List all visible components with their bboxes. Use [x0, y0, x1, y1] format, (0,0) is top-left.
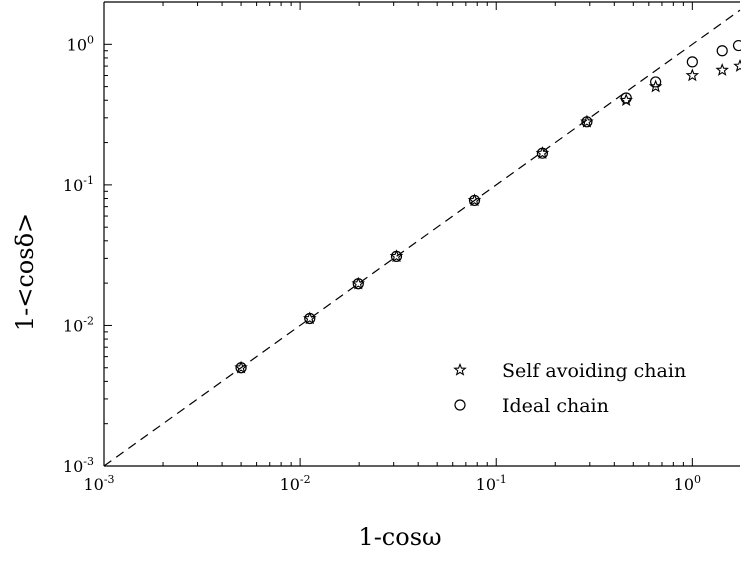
self-avoiding-point — [351, 276, 366, 290]
self-avoiding-point — [619, 93, 633, 107]
self-avoiding-point — [302, 311, 317, 325]
data-marks-layer — [234, 39, 741, 374]
self-avoiding-point — [733, 58, 741, 72]
tick-labels-layer: 10-3 10-2 10-1 100 10-3 10-2 10-1 100 — [63, 33, 701, 494]
self-avoiding-point — [389, 249, 404, 263]
x-tick-label: 10-1 — [476, 473, 507, 494]
self-avoiding-point — [234, 360, 248, 374]
x-tick-label: 100 — [674, 473, 701, 494]
y-tick-label: 10-2 — [63, 314, 94, 335]
ideal-chain-point — [716, 45, 728, 57]
y-tick-label: 100 — [67, 33, 94, 54]
self-avoiding-point — [648, 79, 663, 93]
legend-label: Self avoiding chain — [502, 360, 686, 382]
x-tick-label: 10-2 — [280, 473, 311, 494]
ideal-chain-point — [686, 56, 698, 68]
ideal-chain-point — [650, 76, 662, 88]
self-avoiding-point — [685, 68, 700, 82]
y-axis-title: 1-<cosδ> — [11, 213, 39, 331]
self-avoiding-point — [580, 114, 594, 128]
self-avoiding-point — [715, 63, 729, 76]
x-axis-title: 1-cosω — [358, 523, 441, 551]
reference-dashed-line — [103, 9, 741, 467]
reference-line-layer — [103, 9, 741, 467]
y-tick-label: 10-3 — [63, 455, 94, 476]
legend-star-marker — [453, 362, 467, 376]
x-tick-label: 10-3 — [83, 473, 114, 494]
legend-circle-marker — [454, 399, 466, 411]
self-avoiding-point — [467, 193, 482, 207]
self-avoiding-point — [535, 146, 550, 159]
axes-layer — [103, 1, 740, 467]
legend-label: Ideal chain — [502, 395, 609, 417]
legend: Self avoiding chain Ideal chain — [453, 360, 686, 417]
y-tick-label: 10-1 — [63, 174, 94, 195]
ideal-chain-point — [732, 39, 741, 52]
